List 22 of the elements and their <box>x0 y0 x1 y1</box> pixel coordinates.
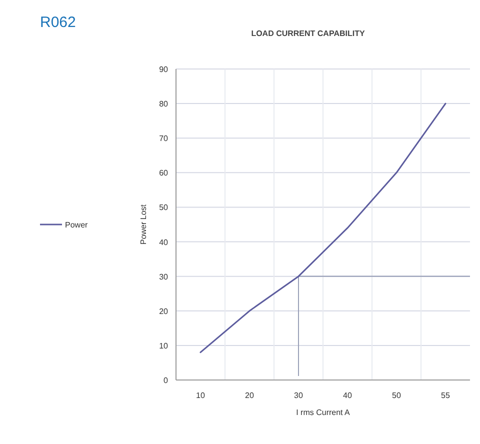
x-tick-label: 20 <box>245 391 254 400</box>
y-tick-label: 40 <box>159 238 169 247</box>
legend-label: Power <box>65 220 88 230</box>
y-tick-label: 50 <box>159 203 169 212</box>
chart-title: LOAD CURRENT CAPABILITY <box>251 29 366 38</box>
line-series <box>200 102 446 354</box>
x-tick-label: 10 <box>196 391 206 400</box>
y-tick-label: 70 <box>159 134 169 144</box>
y-tick-label: 30 <box>159 272 169 282</box>
y-axis-title: Power Lost <box>139 204 148 245</box>
y-tick-label: 20 <box>159 306 169 316</box>
y-tick-label: 10 <box>159 341 169 350</box>
y-tick-label: 80 <box>159 100 169 109</box>
x-tick-label: 40 <box>343 391 352 400</box>
text: R062 <box>40 14 76 31</box>
x-tick-label: 50 <box>392 391 402 400</box>
x-tick-label: 30 <box>294 391 304 400</box>
y-tick-label: 90 <box>159 65 169 74</box>
x-axis-title: I rms Current A <box>296 408 351 417</box>
y-tick-label: 60 <box>159 168 169 178</box>
x-tick-label: 55 <box>441 391 450 400</box>
y-tick-label: 0 <box>164 376 169 385</box>
